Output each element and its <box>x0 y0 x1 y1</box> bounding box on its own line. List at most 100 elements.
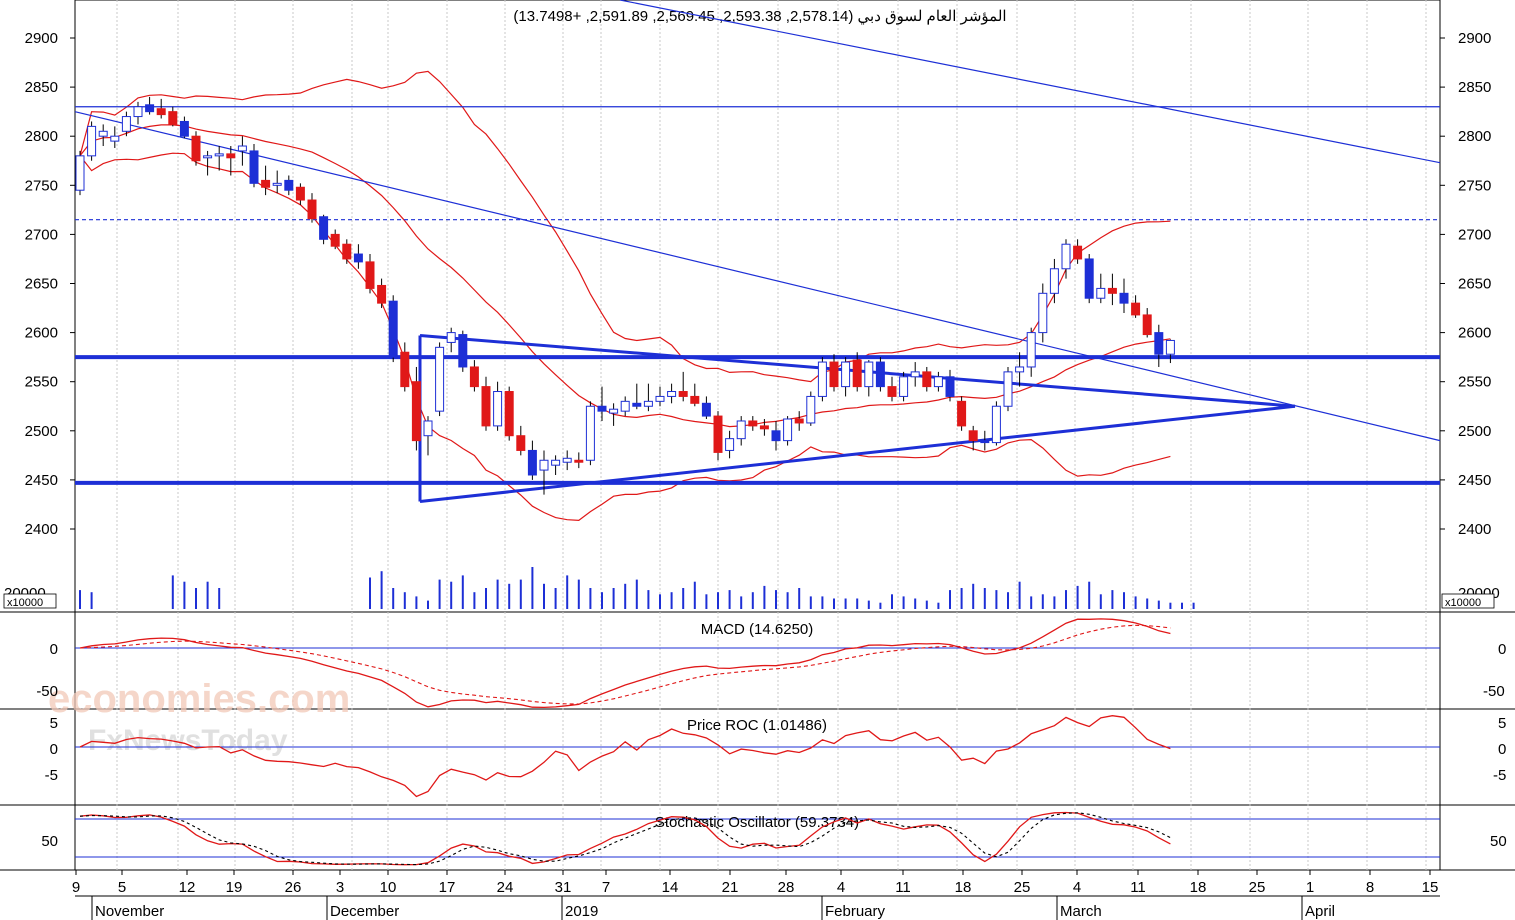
roc-title: Price ROC (1.01486) <box>687 717 827 734</box>
candle-body-12 <box>214 153 224 157</box>
volume-bar-12 <box>218 588 221 609</box>
candle-body-55 <box>713 415 723 453</box>
volume-bar-32 <box>450 581 453 609</box>
candle-body-43 <box>574 459 584 463</box>
macd-tick-neg50-right: -50 <box>1483 683 1505 700</box>
candle-body-64 <box>817 361 827 397</box>
candle-body-32 <box>446 332 456 343</box>
volume-bar-44 <box>589 588 592 609</box>
volume-bar-78 <box>983 588 986 609</box>
volume-bar-54 <box>705 594 708 609</box>
price-tick-right-2850: 2850 <box>1458 79 1491 96</box>
candle-body-38 <box>516 435 526 451</box>
volume-bar-57 <box>740 596 743 609</box>
candle-body-19 <box>295 186 305 201</box>
price-tick-left-2850: 2850 <box>25 79 58 96</box>
x-tick-label-16: 18 <box>955 879 972 896</box>
roc-tick-0-left: 0 <box>50 741 58 758</box>
candle-body-59 <box>759 425 769 430</box>
macd-title: MACD (14.6250) <box>701 621 814 638</box>
x-tick-label-18: 4 <box>1073 879 1081 896</box>
price-tick-left-2700: 2700 <box>25 226 58 243</box>
price-tick-right-2550: 2550 <box>1458 374 1491 391</box>
candle-body-72 <box>910 371 920 378</box>
x-tick-label-3: 19 <box>226 879 243 896</box>
watermark-fxnewstoday: FxNewsToday <box>88 724 288 757</box>
x-tick-label-0: 9 <box>72 879 80 896</box>
x-tick-label-4: 26 <box>285 879 302 896</box>
candle-body-4 <box>121 116 131 132</box>
x-tick-label-21: 25 <box>1249 879 1266 896</box>
stoch-title: Stochastic Oscillator (59.3734) <box>655 814 859 831</box>
volume-bar-77 <box>972 583 975 609</box>
volume-bar-84 <box>1053 596 1056 609</box>
volume-bar-33 <box>461 575 464 609</box>
candle-body-6 <box>145 104 155 113</box>
volume-unit-box-right <box>1441 593 1495 609</box>
bollinger-middle <box>79 124 1171 428</box>
candle-body-54 <box>701 402 711 417</box>
volume-bar-95 <box>1181 602 1183 609</box>
candle-body-48 <box>632 402 642 407</box>
x-tick-label-10: 7 <box>602 879 610 896</box>
candle-body-57 <box>736 420 746 440</box>
volume-bar-8 <box>171 575 174 609</box>
month-label-2: 2019 <box>565 903 598 920</box>
x-tick-label-17: 25 <box>1014 879 1031 896</box>
volume-bar-75 <box>949 590 951 609</box>
volume-bar-39 <box>531 567 534 609</box>
volume-bar-79 <box>995 590 998 609</box>
volume-bar-65 <box>833 598 835 609</box>
volume-bar-42 <box>566 575 569 609</box>
roc-tick-neg5-left: -5 <box>45 767 58 784</box>
roc-tick-5-left: 5 <box>50 715 58 732</box>
volume-bar-41 <box>554 588 557 609</box>
candle-body-94 <box>1165 339 1175 355</box>
candle-body-83 <box>1038 292 1048 334</box>
price-tick-right-2650: 2650 <box>1458 276 1491 293</box>
candle-body-75 <box>945 376 955 397</box>
candle-body-51 <box>667 391 677 397</box>
candle-body-93 <box>1154 332 1164 355</box>
candle-body-73 <box>922 371 932 388</box>
candle-body-74 <box>933 376 943 388</box>
candle-body-92 <box>1142 314 1152 336</box>
candle-body-80 <box>1003 371 1013 407</box>
volume-bar-47 <box>624 583 627 609</box>
volume-bar-67 <box>856 598 859 609</box>
candle-body-18 <box>284 179 294 191</box>
candle-body-13 <box>226 153 236 159</box>
candle-body-30 <box>423 420 433 437</box>
candle-body-87 <box>1084 258 1094 299</box>
month-label-5: April <box>1305 903 1335 920</box>
volume-bar-76 <box>960 588 963 609</box>
x-tick-label-23: 8 <box>1366 879 1374 896</box>
volume-bar-81 <box>1018 581 1021 609</box>
candle-body-69 <box>875 361 885 388</box>
volume-bar-88 <box>1099 594 1102 609</box>
candle-body-23 <box>342 243 352 260</box>
volume-bar-58 <box>751 592 754 609</box>
price-tick-right-2900: 2900 <box>1458 30 1491 47</box>
candle-body-63 <box>806 395 816 424</box>
volume-bar-74 <box>937 602 940 609</box>
volume-bar-87 <box>1088 581 1091 609</box>
candle-body-49 <box>643 400 653 407</box>
x-tick-label-20: 18 <box>1190 879 1207 896</box>
price-tick-left-2550: 2550 <box>25 374 58 391</box>
price-tick-left-2650: 2650 <box>25 276 58 293</box>
volume-bar-60 <box>775 590 777 609</box>
candle-body-36 <box>493 391 503 427</box>
candle-body-45 <box>597 405 607 412</box>
roc-tick-5-right: 5 <box>1498 715 1506 732</box>
candle-body-39 <box>527 449 537 476</box>
volume-bar-1 <box>90 592 93 609</box>
volume-bar-70 <box>891 594 893 609</box>
candle-body-66 <box>841 361 851 388</box>
price-tick-right-2700: 2700 <box>1458 226 1491 243</box>
volume-bar-56 <box>728 590 731 609</box>
price-tick-left-2500: 2500 <box>25 423 58 440</box>
x-tick-label-7: 17 <box>439 879 456 896</box>
volume-unit-left: x10000 <box>7 597 43 609</box>
